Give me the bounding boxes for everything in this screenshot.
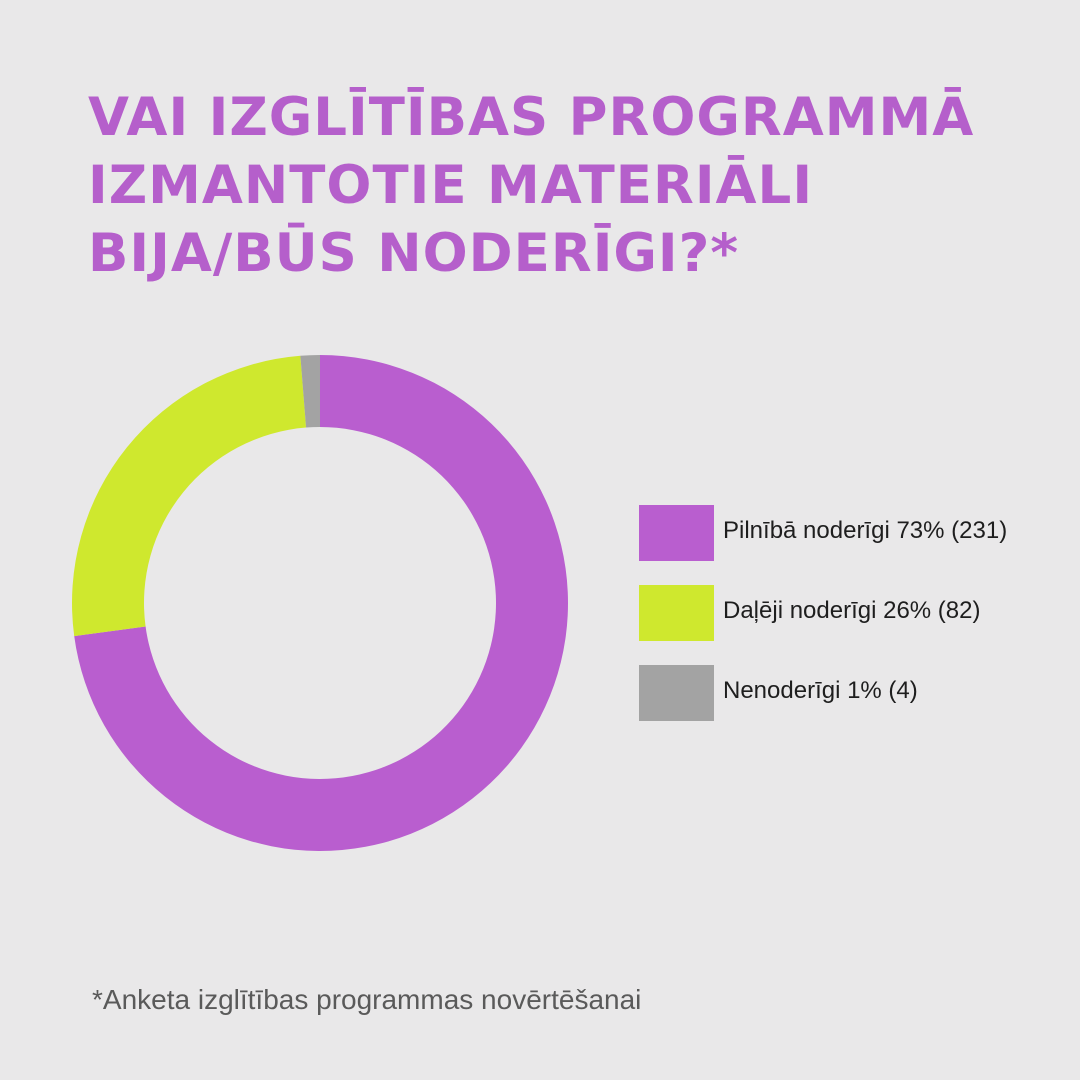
legend-label-partly-useful: Daļēji noderīgi 26% (82)	[723, 597, 981, 624]
chart-legend: Pilnībā noderīgi 73% (231) Daļēji noderī…	[639, 505, 1069, 745]
donut-segment-not-useful	[300, 355, 320, 428]
chart-title: VAI IZGLĪTĪBAS PROGRAMMĀ IZMANTOTIE MATE…	[88, 84, 1048, 288]
donut-segment-partly-useful	[72, 355, 307, 637]
legend-swatch-fully-useful	[639, 505, 714, 561]
legend-label-fully-useful: Pilnībā noderīgi 73% (231)	[723, 517, 1008, 544]
legend-swatch-partly-useful	[639, 585, 714, 641]
legend-label-not-useful: Nenoderīgi 1% (4)	[723, 677, 918, 704]
footnote: *Anketa izglītības programmas novērtēšan…	[92, 984, 642, 1015]
title-line-2: IZMANTOTIE MATERIĀLI	[88, 155, 814, 216]
legend-item-fully-useful: Pilnībā noderīgi 73% (231)	[639, 505, 1069, 561]
title-line-3: BIJA/BŪS NODERĪGI?*	[88, 223, 740, 284]
legend-item-not-useful: Nenoderīgi 1% (4)	[639, 665, 1069, 721]
legend-item-partly-useful: Daļēji noderīgi 26% (82)	[639, 585, 1069, 641]
legend-swatch-not-useful	[639, 665, 714, 721]
title-line-1: VAI IZGLĪTĪBAS PROGRAMMĀ	[88, 87, 975, 148]
